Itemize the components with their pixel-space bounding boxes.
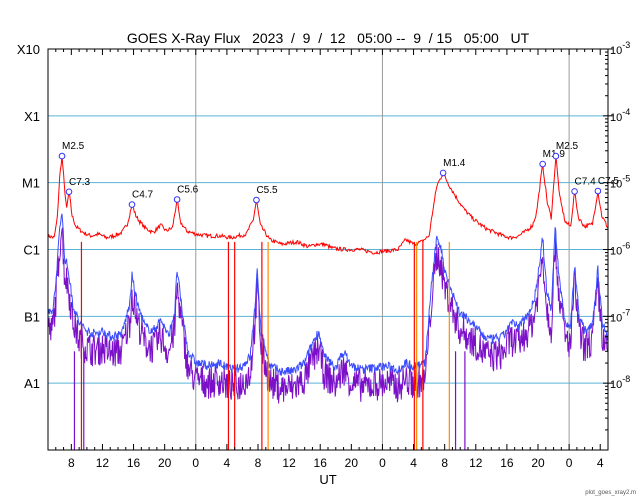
flare-label: C4.7 [132, 190, 154, 201]
x-tick-label: 0 [379, 456, 386, 470]
x-tick-label: 16 [500, 456, 514, 470]
chart-title: GOES X-Ray Flux 2023 / 9 / 12 05:00 -- 9… [127, 30, 530, 46]
flare-label: M1.4 [443, 158, 466, 169]
x-axis-label: UT [319, 472, 336, 487]
x-tick-label: 4 [224, 456, 231, 470]
flare-marker [439, 169, 447, 177]
flare-label: C7.4 [575, 176, 597, 187]
right-tick-exponent: -4 [622, 107, 630, 117]
flare-label: C7.3 [69, 177, 91, 188]
flare-marker [594, 187, 602, 195]
series-layer [47, 155, 609, 450]
flare-label: C5.6 [177, 184, 199, 195]
x-tick-label: 16 [314, 456, 328, 470]
level-label: M1 [22, 176, 40, 191]
x-tick-label: 12 [96, 456, 110, 470]
x-tick-label: 4 [597, 456, 604, 470]
level-label: X1 [24, 109, 40, 124]
flare-label: C5.5 [256, 185, 278, 196]
x-tick-label: 8 [68, 456, 75, 470]
series-short-low-line [47, 227, 609, 404]
flare-marker [65, 188, 73, 196]
x-tick-label: 8 [441, 456, 448, 470]
x-tick-label: 0 [192, 456, 199, 470]
x-tick-label: 20 [531, 456, 545, 470]
level-label: X10 [17, 42, 40, 57]
flare-marker [539, 160, 546, 168]
level-label: A1 [24, 376, 40, 391]
x-tick-label: 16 [127, 456, 141, 470]
x-tick-label: 12 [469, 456, 483, 470]
level-label: C1 [23, 243, 40, 258]
right-tick-exponent: -7 [622, 307, 630, 317]
x-tick-label: 0 [566, 456, 573, 470]
x-tick-label: 20 [345, 456, 359, 470]
right-tick-exponent: -3 [622, 40, 630, 50]
flare-marker [571, 188, 578, 195]
x-tick-label: 8 [255, 456, 262, 470]
x-tick-label: 20 [158, 456, 172, 470]
flare-layer: M2.5C7.3C4.7C5.6C5.5M1.4M1.9M2.5C7.4C7.5 [58, 141, 620, 208]
series-short-line [47, 213, 609, 376]
level-label: B1 [24, 309, 40, 324]
x-tick-label: 4 [410, 456, 417, 470]
flare-marker [128, 201, 136, 208]
right-tick-exponent: -6 [622, 241, 630, 251]
series-long-line [47, 155, 609, 255]
flare-marker [253, 196, 260, 204]
right-tick-exponent: -8 [622, 374, 630, 384]
flare-label: C7.5 [598, 176, 620, 187]
flare-label: M2.5 [62, 141, 85, 152]
x-tick-label: 12 [282, 456, 296, 470]
flare-label: M2.5 [556, 141, 579, 152]
credit-text: plot_goes_xray2.m [585, 490, 636, 496]
flare-marker [173, 196, 181, 203]
flare-marker [552, 152, 560, 160]
flare-marker [58, 152, 66, 160]
right-tick-exponent: -5 [622, 174, 630, 184]
